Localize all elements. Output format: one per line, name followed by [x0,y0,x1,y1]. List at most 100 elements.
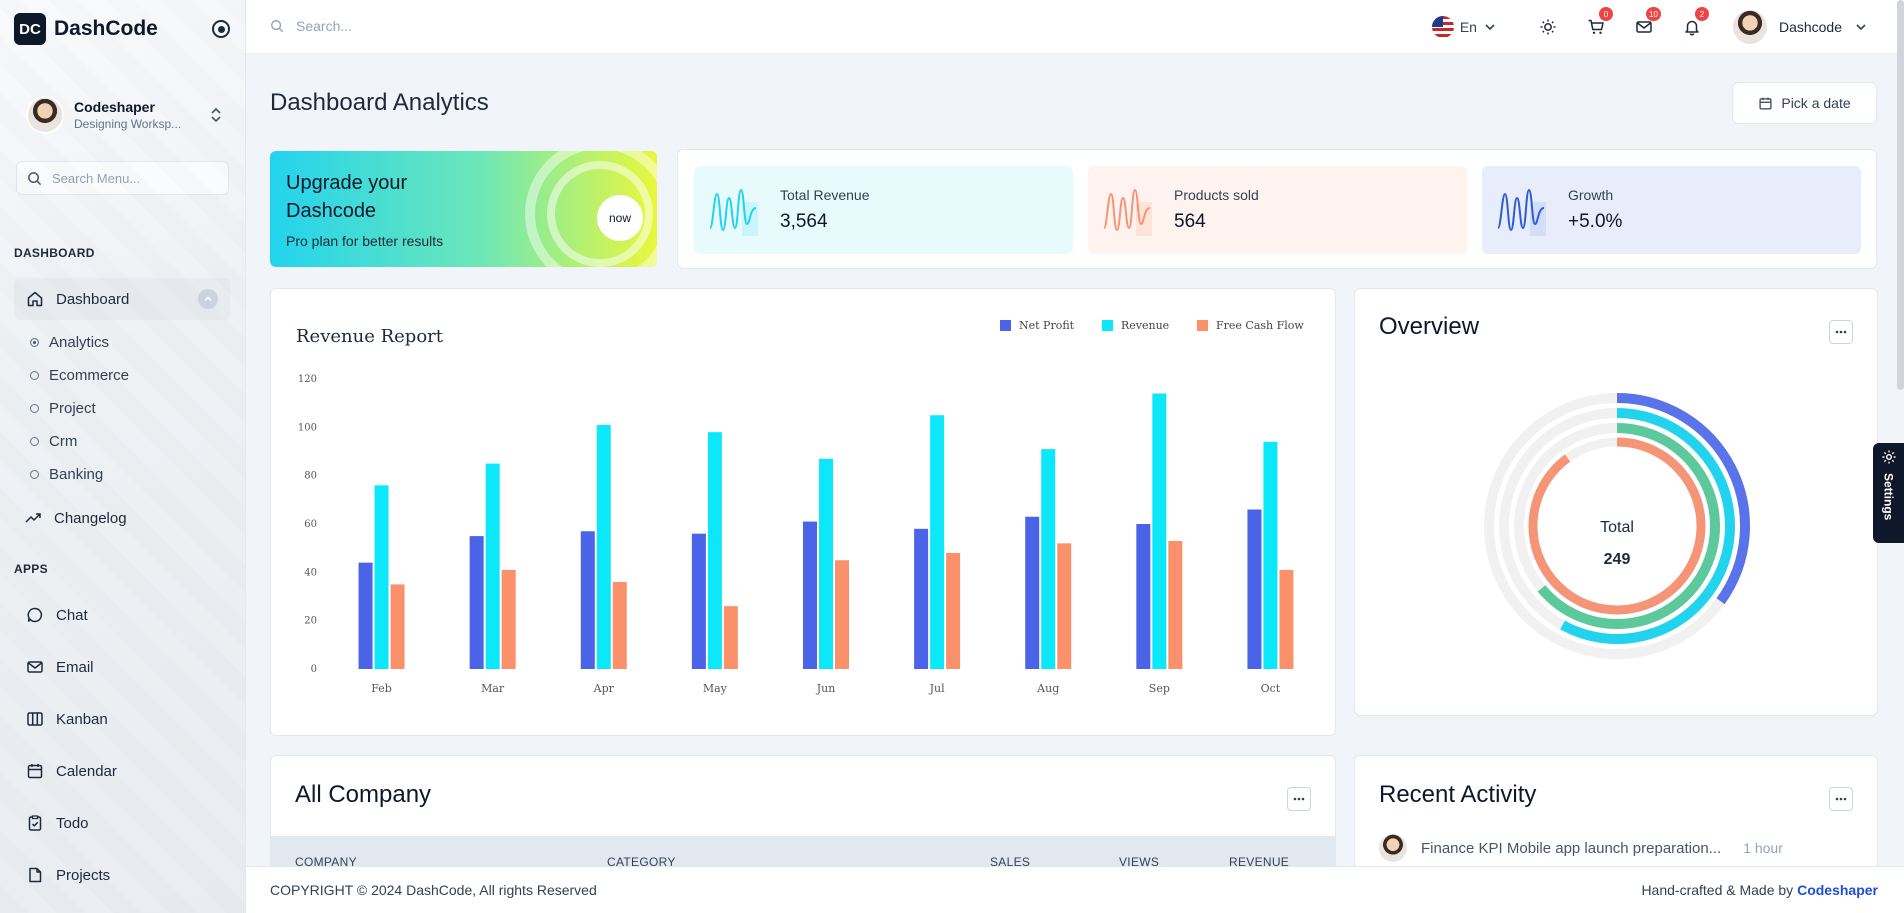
bullet-icon [30,470,39,479]
bar-net-profit[interactable] [580,531,595,669]
sidebar-item-label: Email [56,658,94,676]
language-selector[interactable]: En [1431,16,1497,38]
sun-icon [1540,19,1556,35]
settings-tab[interactable]: Settings [1873,443,1904,543]
bar-net-profit[interactable] [469,536,484,669]
x-tick-label: May [703,682,728,695]
table-column-views[interactable]: VIEWS [1119,855,1160,869]
more-options-button[interactable] [1287,787,1311,811]
upgrade-now-button[interactable]: now [597,195,643,241]
more-options-button[interactable] [1829,787,1853,811]
y-tick-label: 120 [298,374,317,385]
bar-free-cash-flow[interactable] [723,606,738,669]
sidebar-item-chat[interactable]: Chat [14,594,230,636]
footer-credit-prefix: Hand-crafted & Made by [1641,882,1794,898]
chart-legend[interactable]: Net Profit Revenue Free Cash Flow [1000,319,1304,332]
cart-count-badge: 0 [1598,7,1613,21]
sidebar-subitem-ecommerce[interactable]: Ecommerce [30,367,129,384]
table-column-category[interactable]: CATEGORY [607,855,676,869]
brand[interactable]: DC DashCode [14,13,158,45]
sidebar-item-dashboard[interactable]: Dashboard [14,278,230,320]
bar-net-profit[interactable] [358,562,373,669]
theme-toggle-button[interactable] [1531,10,1565,44]
workspace-profile[interactable]: Codeshaper Designing Worksp... [26,96,222,134]
x-tick-label: Jun [816,682,836,695]
sidebar-item-calendar[interactable]: Calendar [14,750,230,792]
radial-bar[interactable] [1528,437,1706,615]
radial-bar[interactable] [1537,423,1720,629]
search-icon [28,171,42,185]
stat-label: Total Revenue [780,187,870,203]
bar-net-profit[interactable] [803,521,817,669]
sidebar-item-email[interactable]: Email [14,646,230,688]
bar-free-cash-flow[interactable] [946,553,961,669]
sidebar-subitem-label: Project [49,400,96,417]
footer-credit-link[interactable]: Codeshaper [1797,882,1878,898]
stat-value: 3,564 [780,211,828,232]
bar-net-profit[interactable] [1025,516,1040,669]
sidebar-item-changelog[interactable]: Changelog [14,497,230,539]
bar-revenue[interactable] [819,458,833,669]
chevron-updown-icon[interactable] [210,106,222,124]
bar-net-profit[interactable] [1247,509,1262,670]
mail-count-badge: 10 [1646,7,1661,21]
bar-net-profit[interactable] [1136,524,1151,669]
bar-revenue[interactable] [1263,441,1278,669]
messages-button[interactable]: 10 [1627,7,1661,44]
sidebar-subitem-banking[interactable]: Banking [30,466,103,483]
bar-free-cash-flow[interactable] [835,560,849,669]
y-tick-label: 80 [304,471,317,482]
brand-name: DashCode [54,17,158,40]
more-options-button[interactable] [1829,320,1853,344]
y-tick-label: 20 [304,616,317,627]
bar-net-profit[interactable] [691,533,706,669]
legend-label: Free Cash Flow [1216,319,1304,332]
table-column-company[interactable]: COMPANY [295,855,357,869]
activity-item[interactable]: Finance KPI Mobile app launch preparatio… [1379,834,1783,862]
bar-free-cash-flow[interactable] [1057,543,1072,669]
bar-free-cash-flow[interactable] [1168,540,1183,669]
bar-free-cash-flow[interactable] [390,584,405,669]
x-tick-label: Sep [1149,682,1170,695]
sidebar-subitem-analytics[interactable]: Analytics [30,334,109,351]
sidebar-item-label: Projects [56,866,111,884]
page-scrollbar[interactable] [1897,0,1904,390]
table-column-sales[interactable]: SALES [990,855,1031,869]
date-picker-button[interactable]: Pick a date [1732,82,1877,124]
bar-revenue[interactable] [930,415,945,669]
bar-revenue[interactable] [596,424,611,669]
cart-button[interactable]: 0 [1579,7,1613,44]
notifications-button[interactable]: 2 [1675,7,1709,44]
bar-net-profit[interactable] [914,528,929,669]
bar-revenue[interactable] [1152,393,1167,670]
sidebar-item-todo[interactable]: Todo [14,802,230,844]
sidebar-subitem-crm[interactable]: Crm [30,433,77,450]
radial-bar[interactable] [1616,393,1750,605]
sidebar-item-projects[interactable]: Projects [14,854,230,896]
bar-revenue[interactable] [374,485,389,669]
bar-free-cash-flow[interactable] [1279,569,1294,669]
sidebar-collapse-button[interactable] [212,20,230,38]
bar-revenue[interactable] [1041,449,1056,669]
chevron-down-icon [1485,24,1495,31]
legend-swatch [1000,320,1011,331]
sidebar-subitem-project[interactable]: Project [30,400,96,417]
table-column-revenue[interactable]: REVENUE [1229,855,1290,869]
overview-center-value: 249 [1604,551,1631,568]
upgrade-banner[interactable]: Upgrade your Dashcode Pro plan for bette… [270,151,657,267]
user-menu[interactable]: Dashcode [1732,10,1868,44]
stat-growth: Growth +5.0% [1482,166,1861,254]
chevron-up-icon[interactable] [198,289,218,309]
sidebar-search-input[interactable]: Search Menu... [16,161,229,195]
radial-bars [1484,393,1750,659]
sparkline-icon [709,188,758,236]
radial-bar[interactable] [1560,408,1735,644]
bar-revenue[interactable] [485,463,500,669]
bar-free-cash-flow[interactable] [612,582,627,669]
footer: COPYRIGHT © 2024 DashCode, All rights Re… [246,866,1904,913]
bar-free-cash-flow[interactable] [501,569,516,669]
bar-revenue[interactable] [707,432,722,669]
sidebar-item-kanban[interactable]: Kanban [14,698,230,740]
header-search-input[interactable]: Search... [270,18,352,34]
x-tick-label: Feb [371,682,392,695]
